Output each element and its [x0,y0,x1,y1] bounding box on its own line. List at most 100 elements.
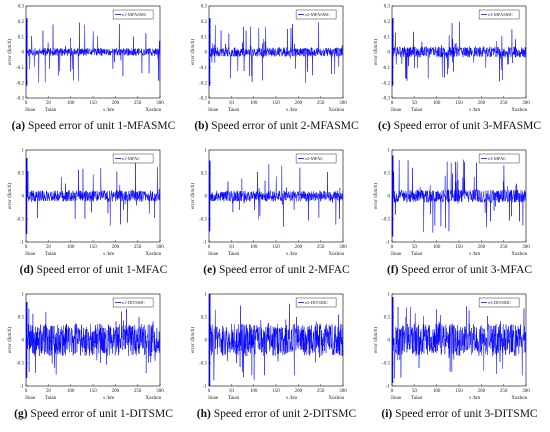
chart-svg-a: 0 50 100 150 200 250 300 -0.3 -0.2 -0.1 0 0.1 0.2 0.3… [8,5,164,113]
y-tick-label: -0.1 [16,66,24,71]
station-label: Taian [411,108,423,113]
legend-label: e2-MFAC [305,156,323,161]
x-tick-label: 50 [412,245,418,250]
chart-panel-c: 0 50 100 150 200 250 300 -0.3 -0.2 -0.1 0 0.1 0.2 0.3… [368,0,550,144]
y-tick-label: -0.5 [382,218,390,223]
caption-tag: (e) [203,264,217,276]
station-label: Jinan [25,252,36,257]
x-tick-label: 150 [455,101,463,106]
station-label: Xuzhou [511,108,527,113]
station-label: Jinan [208,396,219,401]
legend-box [478,9,520,20]
legend-box [112,153,154,164]
x-tick-label: 250 [500,245,508,250]
x-tick-label: 0 [391,389,394,394]
x-tick-label: 100 [250,101,258,106]
chart-svg-c: 0 50 100 150 200 250 300 -0.3 -0.2 -0.1 0 0.1 0.2 0.3… [374,5,530,113]
chart-caption-i: (i) Speed error of unit 3-DITSMC [368,408,550,420]
caption-text: Speed error of unit 3-MFASMC [390,120,541,132]
x-tick-label: 200 [478,389,486,394]
x-tick-label: 200 [478,245,486,250]
x-tick-label: 150 [455,389,463,394]
y-tick-label: -0.3 [199,97,207,102]
y-axis-label: error /(km/h) [191,39,196,65]
legend-label: e1-MFAC [122,156,140,161]
station-label: Xuzhou [328,108,344,113]
series-line-d [25,158,161,234]
series-line-g [25,302,161,378]
caption-tag: (h) [196,408,211,420]
station-label: Xuzhou [511,252,527,257]
x-tick-label: 0 [208,389,211,394]
y-tick-label: -0.2 [382,81,390,86]
x-tick-label: 0 [391,101,394,106]
y-tick-label: -0.1 [199,66,207,71]
y-tick-label: 1 [205,293,208,298]
y-tick-label: 0.5 [18,316,25,321]
station-label: Taian [228,396,240,401]
station-label: Xuzhou [145,108,161,113]
station-label: Xuzhou [328,396,344,401]
station-label: Taian [45,108,57,113]
x-tick-label: 100 [433,101,441,106]
x-tick-label: 200 [295,389,303,394]
series-line-e [208,160,344,232]
x-tick-label: 0 [25,245,28,250]
x-axis-label: s /km [286,108,297,113]
x-tick-label: 100 [250,389,258,394]
x-tick-label: 300 [339,245,347,250]
y-tick-label: 0.5 [384,316,391,321]
x-tick-label: 0 [208,245,211,250]
x-tick-label: 100 [67,101,75,106]
station-label: Jinan [391,108,402,113]
y-axis-label: error /(km/h) [374,39,379,65]
chart-caption-h: (h) Speed error of unit 2-DITSMC [185,408,368,420]
x-tick-label: 50 [46,101,52,106]
chart-caption-a: (a) Speed error of unit 1-MFASMC [2,120,185,132]
chart-caption-d: (d) Speed error of unit 1-MFAC [2,264,185,276]
y-tick-label: -0.1 [382,66,390,71]
caption-tag: (a) [11,120,26,132]
x-axis-label: s /km [103,396,114,401]
station-label: Taian [411,396,423,401]
station-label: Taian [228,108,240,113]
x-tick-label: 300 [339,389,347,394]
caption-text: Speed error of unit 2-DITSMC [210,408,357,420]
x-tick-label: 300 [156,101,164,106]
y-tick-label: -0.5 [16,362,24,367]
y-tick-label: -0.2 [199,81,207,86]
x-tick-label: 0 [208,101,211,106]
y-tick-label: -0.3 [382,97,390,102]
y-tick-label: 0.2 [384,20,391,25]
x-tick-label: 150 [89,101,97,106]
y-tick-label: 0.2 [18,20,25,25]
y-tick-label: 0.3 [201,5,208,10]
x-tick-label: 50 [46,245,52,250]
series-line-b [208,18,344,86]
y-tick-label: 1 [388,293,391,298]
caption-text: Speed error of unit 3-DITSMC [392,408,538,420]
station-label: Xuzhou [145,252,161,257]
x-tick-label: 200 [112,101,120,106]
chart-svg-b: 0 50 100 150 200 250 300 -0.3 -0.2 -0.1 0 0.1 0.2 0.3… [191,5,347,113]
y-axis-label: error /(km/h) [8,183,13,209]
y-axis-label: error /(km/h) [374,327,379,353]
chart-caption-f: (f) Speed error of unit 3-MFAC [368,264,550,276]
x-axis-label: s /km [469,108,480,113]
x-tick-label: 300 [522,245,530,250]
y-tick-label: 0 [22,51,25,56]
x-tick-label: 150 [455,245,463,250]
station-label: Taian [45,396,57,401]
x-tick-label: 300 [156,245,164,250]
x-tick-label: 100 [67,389,75,394]
series-line-a [25,18,161,86]
chart-panel-a: 0 50 100 150 200 250 300 -0.3 -0.2 -0.1 0 0.1 0.2 0.3… [2,0,185,144]
x-tick-label: 250 [134,245,142,250]
x-tick-label: 100 [67,245,75,250]
y-tick-label: -1 [20,385,25,390]
chart-caption-b: (b) Speed error of unit 2-MFASMC [185,120,368,132]
chart-svg-g: 0 50 100 150 200 250 300 -1 -0.5 0 0.5 1 Jinan Taian X… [8,293,164,401]
legend-box [295,9,337,20]
series-line-f [391,155,527,237]
y-tick-label: 0 [22,195,25,200]
